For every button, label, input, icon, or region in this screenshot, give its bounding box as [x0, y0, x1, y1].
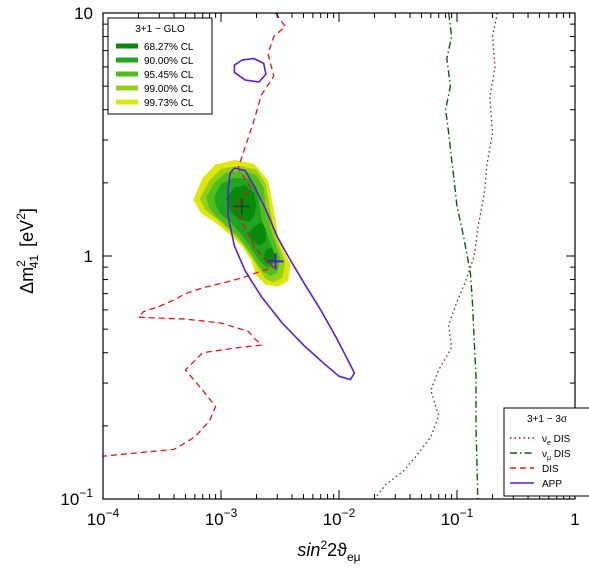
y-tick-label-2: 10	[74, 4, 93, 23]
curve-nue-dis	[373, 13, 499, 499]
label-sub: e	[547, 440, 551, 447]
x-tick-label-3: 10−1	[441, 506, 474, 529]
legend-3sigma-title: 3+1 − 3σ	[527, 414, 568, 425]
tick-exp: −3	[224, 506, 238, 520]
legend-glo-label-2: 95.45% CL	[144, 70, 194, 81]
best-fit-app-cross	[267, 253, 284, 270]
legend-glo-box	[107, 17, 213, 115]
best-fit-markers	[233, 198, 284, 270]
x-tick-label-1: 10−3	[205, 506, 238, 529]
legend-3sigma-box	[503, 407, 589, 497]
tick-base: 10	[74, 4, 93, 23]
axis-ticks	[102, 13, 575, 500]
tick-base: 10	[441, 510, 460, 529]
legend-glo-label-0: 68.27% CL	[144, 42, 194, 53]
label-main: ν	[542, 434, 547, 445]
tick-base: 10	[323, 510, 342, 529]
tick-base: 10	[87, 510, 106, 529]
label-main: ν	[542, 449, 547, 460]
legend-3sigma-label-2: DIS	[542, 464, 559, 475]
tick-base: 10	[205, 510, 224, 529]
legend-3sigma-label-1: νμ DIS	[542, 449, 571, 462]
curve-numu-dis	[444, 13, 479, 499]
label-main: APP	[542, 479, 562, 490]
tick-base: 1	[84, 247, 93, 266]
label-sub: μ	[547, 455, 551, 462]
x-tick-label-4: 1	[570, 510, 579, 529]
tick-exp: −2	[342, 506, 356, 520]
legend-3sigma-label-0: νe DIS	[542, 434, 571, 447]
exclusion-curves	[103, 13, 499, 499]
legend-glo-label-4: 99.73% CL	[144, 98, 194, 109]
label-rest: DIS	[551, 449, 571, 460]
x-tick-label-0: 10−4	[87, 506, 120, 529]
x-tick-label-2: 10−2	[323, 506, 356, 529]
legend-glo: 3+1 − GLO 68.27% CL 90.00% CL 95.45% CL 99.0…	[107, 17, 213, 115]
y-tick-label-1: 1	[84, 247, 93, 266]
x-axis-title: sin22ϑeμ	[297, 538, 360, 564]
tick-exp: −4	[106, 506, 120, 520]
curve-app-island	[233, 57, 267, 83]
curve-app-main	[227, 167, 356, 381]
curve-dis	[103, 13, 286, 457]
tick-exp: −1	[460, 506, 474, 520]
legend-3sigma-label-3: APP	[542, 479, 562, 490]
glo-region-6827-5	[248, 222, 266, 246]
label-main: DIS	[542, 464, 559, 475]
svg-text:Δm241[eV2]: Δm241[eV2]	[14, 208, 41, 294]
best-fit-glo-cross	[233, 198, 250, 215]
tick-base: 10	[60, 490, 79, 509]
tick-base: 1	[570, 510, 579, 529]
tick-exp: −1	[79, 486, 93, 500]
y-tick-label-0: 10−1	[60, 486, 93, 509]
legend-glo-title: 3+1 − GLO	[135, 24, 185, 35]
legend-glo-label-3: 99.00% CL	[144, 84, 194, 95]
legend-glo-label-1: 90.00% CL	[144, 56, 194, 67]
y-axis-title: Δm241[eV2]	[14, 208, 41, 294]
label-rest: DIS	[551, 434, 571, 445]
